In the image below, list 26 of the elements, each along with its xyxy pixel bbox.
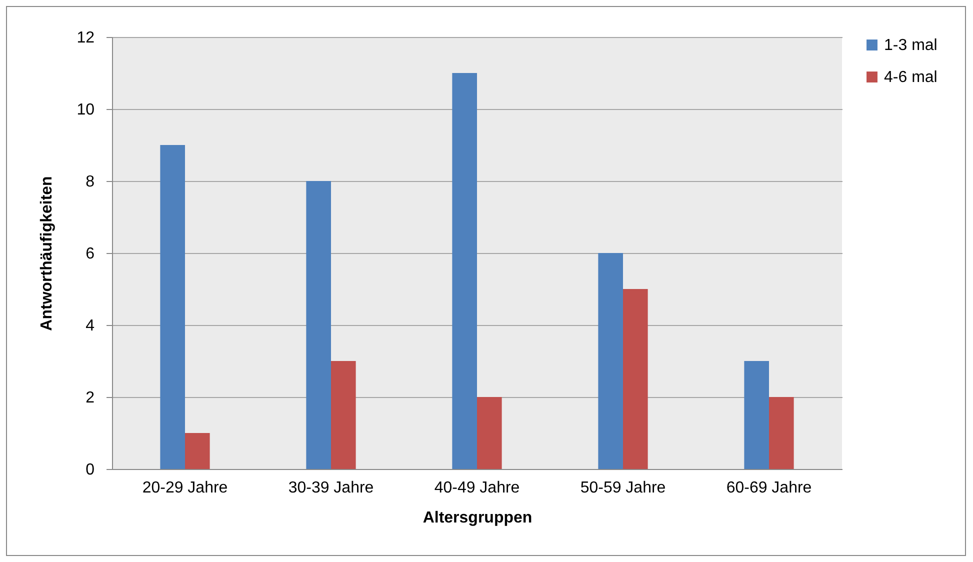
x-tick-label: 20-29 Jahre [142,480,228,496]
legend-label: 4-6 mal [884,69,938,86]
bar [160,145,185,469]
y-tick-label: 0 [86,462,95,478]
y-tick-label: 12 [76,30,95,46]
bar [769,397,794,469]
y-axis-title: Antworthäufigkeiten [38,176,56,331]
x-axis-title: Altersgruppen [422,510,532,526]
bar [744,361,769,469]
x-tick-label: 60-69 Jahre [726,480,812,496]
x-tick-label: 30-39 Jahre [288,480,374,496]
bar [452,73,477,469]
bar [185,433,210,469]
legend-label: 1-3 mal [884,37,938,54]
bar [331,361,356,469]
bar [598,253,623,469]
y-tick-label: 8 [86,174,95,190]
x-tick-label: 50-59 Jahre [580,480,666,496]
y-tick-label: 10 [76,102,95,118]
y-tick-label: 2 [86,390,95,406]
bar [623,289,648,469]
y-tick-label: 4 [86,318,95,334]
bar [306,181,331,469]
x-tick-label: 40-49 Jahre [434,480,520,496]
bar [477,397,502,469]
y-tick-label: 6 [86,246,95,262]
